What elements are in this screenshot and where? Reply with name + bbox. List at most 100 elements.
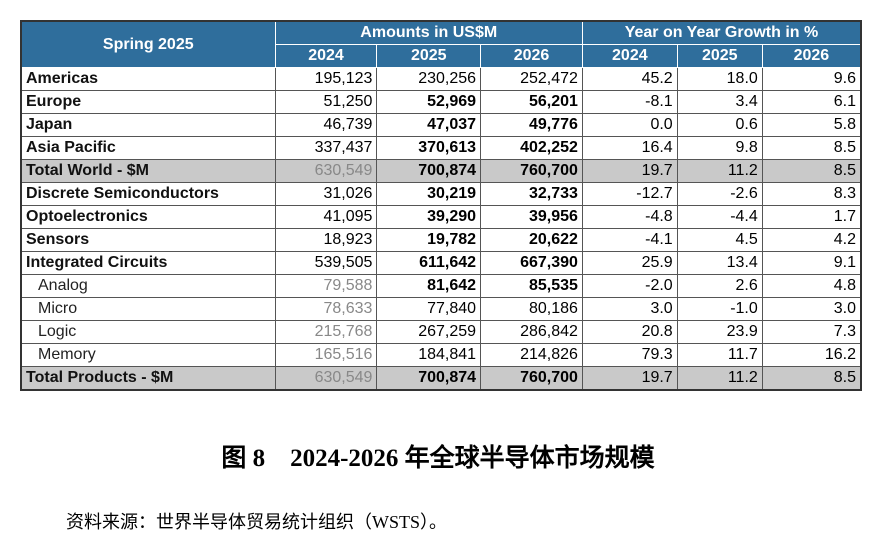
cell: 51,250 <box>274 90 378 114</box>
data-table: Spring 2025 Amounts in US$M Year on Year… <box>20 20 862 391</box>
cell: 79.3 <box>581 343 678 367</box>
cell: 184,841 <box>376 343 482 367</box>
cell: 8.5 <box>761 136 862 160</box>
cell: 9.6 <box>761 67 862 91</box>
cell: -1.0 <box>676 297 763 321</box>
cell: 6.1 <box>761 90 862 114</box>
cell: -8.1 <box>581 90 678 114</box>
row-label: Logic <box>20 320 276 344</box>
cell: 337,437 <box>274 136 378 160</box>
row-label: Discrete Semiconductors <box>20 182 276 206</box>
table-row: Optoelectronics 41,095 39,290 39,956 -4.8 -4.… <box>20 205 862 229</box>
cell: 39,290 <box>376 205 482 229</box>
cell: 81,642 <box>376 274 482 298</box>
cell: 611,642 <box>376 251 482 275</box>
cell: 46,739 <box>274 113 378 137</box>
cell: 2.6 <box>676 274 763 298</box>
cell: 25.9 <box>581 251 678 275</box>
cell: 39,956 <box>480 205 583 229</box>
table-row: Discrete Semiconductors 31,026 30,219 32,73… <box>20 182 862 206</box>
row-label: Total Products - $M <box>20 366 276 391</box>
cell: 56,201 <box>480 90 583 114</box>
table-row: Total Products - $M 630,549 700,874 760,700… <box>20 366 862 391</box>
cell: 402,252 <box>480 136 583 160</box>
cell: 85,535 <box>480 274 583 298</box>
row-label: Japan <box>20 113 276 137</box>
cell: 19,782 <box>376 228 482 252</box>
cell: 230,256 <box>376 67 482 91</box>
cell: 215,768 <box>274 320 378 344</box>
table-row: Sensors 18,923 19,782 20,622 -4.1 4.5 4.2 <box>20 228 862 252</box>
cell: 30,219 <box>376 182 482 206</box>
cell: 4.5 <box>676 228 763 252</box>
cell: 286,842 <box>480 320 583 344</box>
cell: 11.2 <box>676 366 763 391</box>
cell: 0.6 <box>676 113 763 137</box>
cell: 80,186 <box>480 297 583 321</box>
cell: 78,633 <box>274 297 378 321</box>
corner: Spring 2025 <box>20 20 276 68</box>
cell: -12.7 <box>581 182 678 206</box>
cell: 3.0 <box>761 297 862 321</box>
cell: 13.4 <box>676 251 763 275</box>
cell: 760,700 <box>480 366 583 391</box>
cell: 760,700 <box>480 159 583 183</box>
cell: 3.4 <box>676 90 763 114</box>
growth-header: Year on Year Growth in % <box>581 20 862 45</box>
cell: -2.6 <box>676 182 763 206</box>
cell: 49,776 <box>480 113 583 137</box>
table-row: Micro 78,633 77,840 80,186 3.0 -1.0 3.0 <box>20 297 862 321</box>
caption: 图 8 2024-2026 年全球半导体市场规模 <box>221 445 655 472</box>
cell: 31,026 <box>274 182 378 206</box>
cell: 9.1 <box>761 251 862 275</box>
cell: 11.2 <box>676 159 763 183</box>
amounts-header: Amounts in US$M <box>274 20 583 45</box>
row-label: Total World - $M <box>20 159 276 183</box>
row-label: Asia Pacific <box>20 136 276 160</box>
cell: 9.8 <box>676 136 763 160</box>
cell: 16.2 <box>761 343 862 367</box>
cell: 8.5 <box>761 159 862 183</box>
cell: 8.5 <box>761 366 862 391</box>
table-row: Total World - $M 630,549 700,874 760,700 19.… <box>20 159 862 183</box>
cell: 214,826 <box>480 343 583 367</box>
table-row: Analog 79,588 81,642 85,535 -2.0 2.6 4.8 <box>20 274 862 298</box>
year-header: 2024 <box>581 44 678 68</box>
cell: 18,923 <box>274 228 378 252</box>
cell: 700,874 <box>376 159 482 183</box>
table-row: Memory 165,516 184,841 214,826 79.3 11.7 16.2 <box>20 343 862 367</box>
row-label: Americas <box>20 67 276 91</box>
table-row: Japan 46,739 47,037 49,776 0.0 0.6 5.8 <box>20 113 862 137</box>
cell: 539,505 <box>274 251 378 275</box>
row-label: Europe <box>20 90 276 114</box>
cell: 19.7 <box>581 159 678 183</box>
cell: 18.0 <box>676 67 763 91</box>
row-label: Analog <box>20 274 276 298</box>
cell: 370,613 <box>376 136 482 160</box>
row-label: Sensors <box>20 228 276 252</box>
year-header: 2025 <box>376 44 482 68</box>
table-row: Logic 215,768 267,259 286,842 20.8 23.9 7.3 <box>20 320 862 344</box>
cell: 77,840 <box>376 297 482 321</box>
cell: 20.8 <box>581 320 678 344</box>
cell: 8.3 <box>761 182 862 206</box>
row-label: Micro <box>20 297 276 321</box>
table-row: Europe 51,250 52,969 56,201 -8.1 3.4 6.1 <box>20 90 862 114</box>
cell: 165,516 <box>274 343 378 367</box>
cell: 20,622 <box>480 228 583 252</box>
cell: 47,037 <box>376 113 482 137</box>
cell: 45.2 <box>581 67 678 91</box>
cell: 700,874 <box>376 366 482 391</box>
year-header: 2024 <box>274 44 378 68</box>
cell: 41,095 <box>274 205 378 229</box>
cell: 4.2 <box>761 228 862 252</box>
cell: 23.9 <box>676 320 763 344</box>
table-row: Americas 195,123 230,256 252,472 45.2 18.0 9.6 <box>20 67 862 91</box>
cell: 195,123 <box>274 67 378 91</box>
cell: 19.7 <box>581 366 678 391</box>
row-label: Optoelectronics <box>20 205 276 229</box>
year-header: 2026 <box>480 44 583 68</box>
row-label: Memory <box>20 343 276 367</box>
cell: 0.0 <box>581 113 678 137</box>
